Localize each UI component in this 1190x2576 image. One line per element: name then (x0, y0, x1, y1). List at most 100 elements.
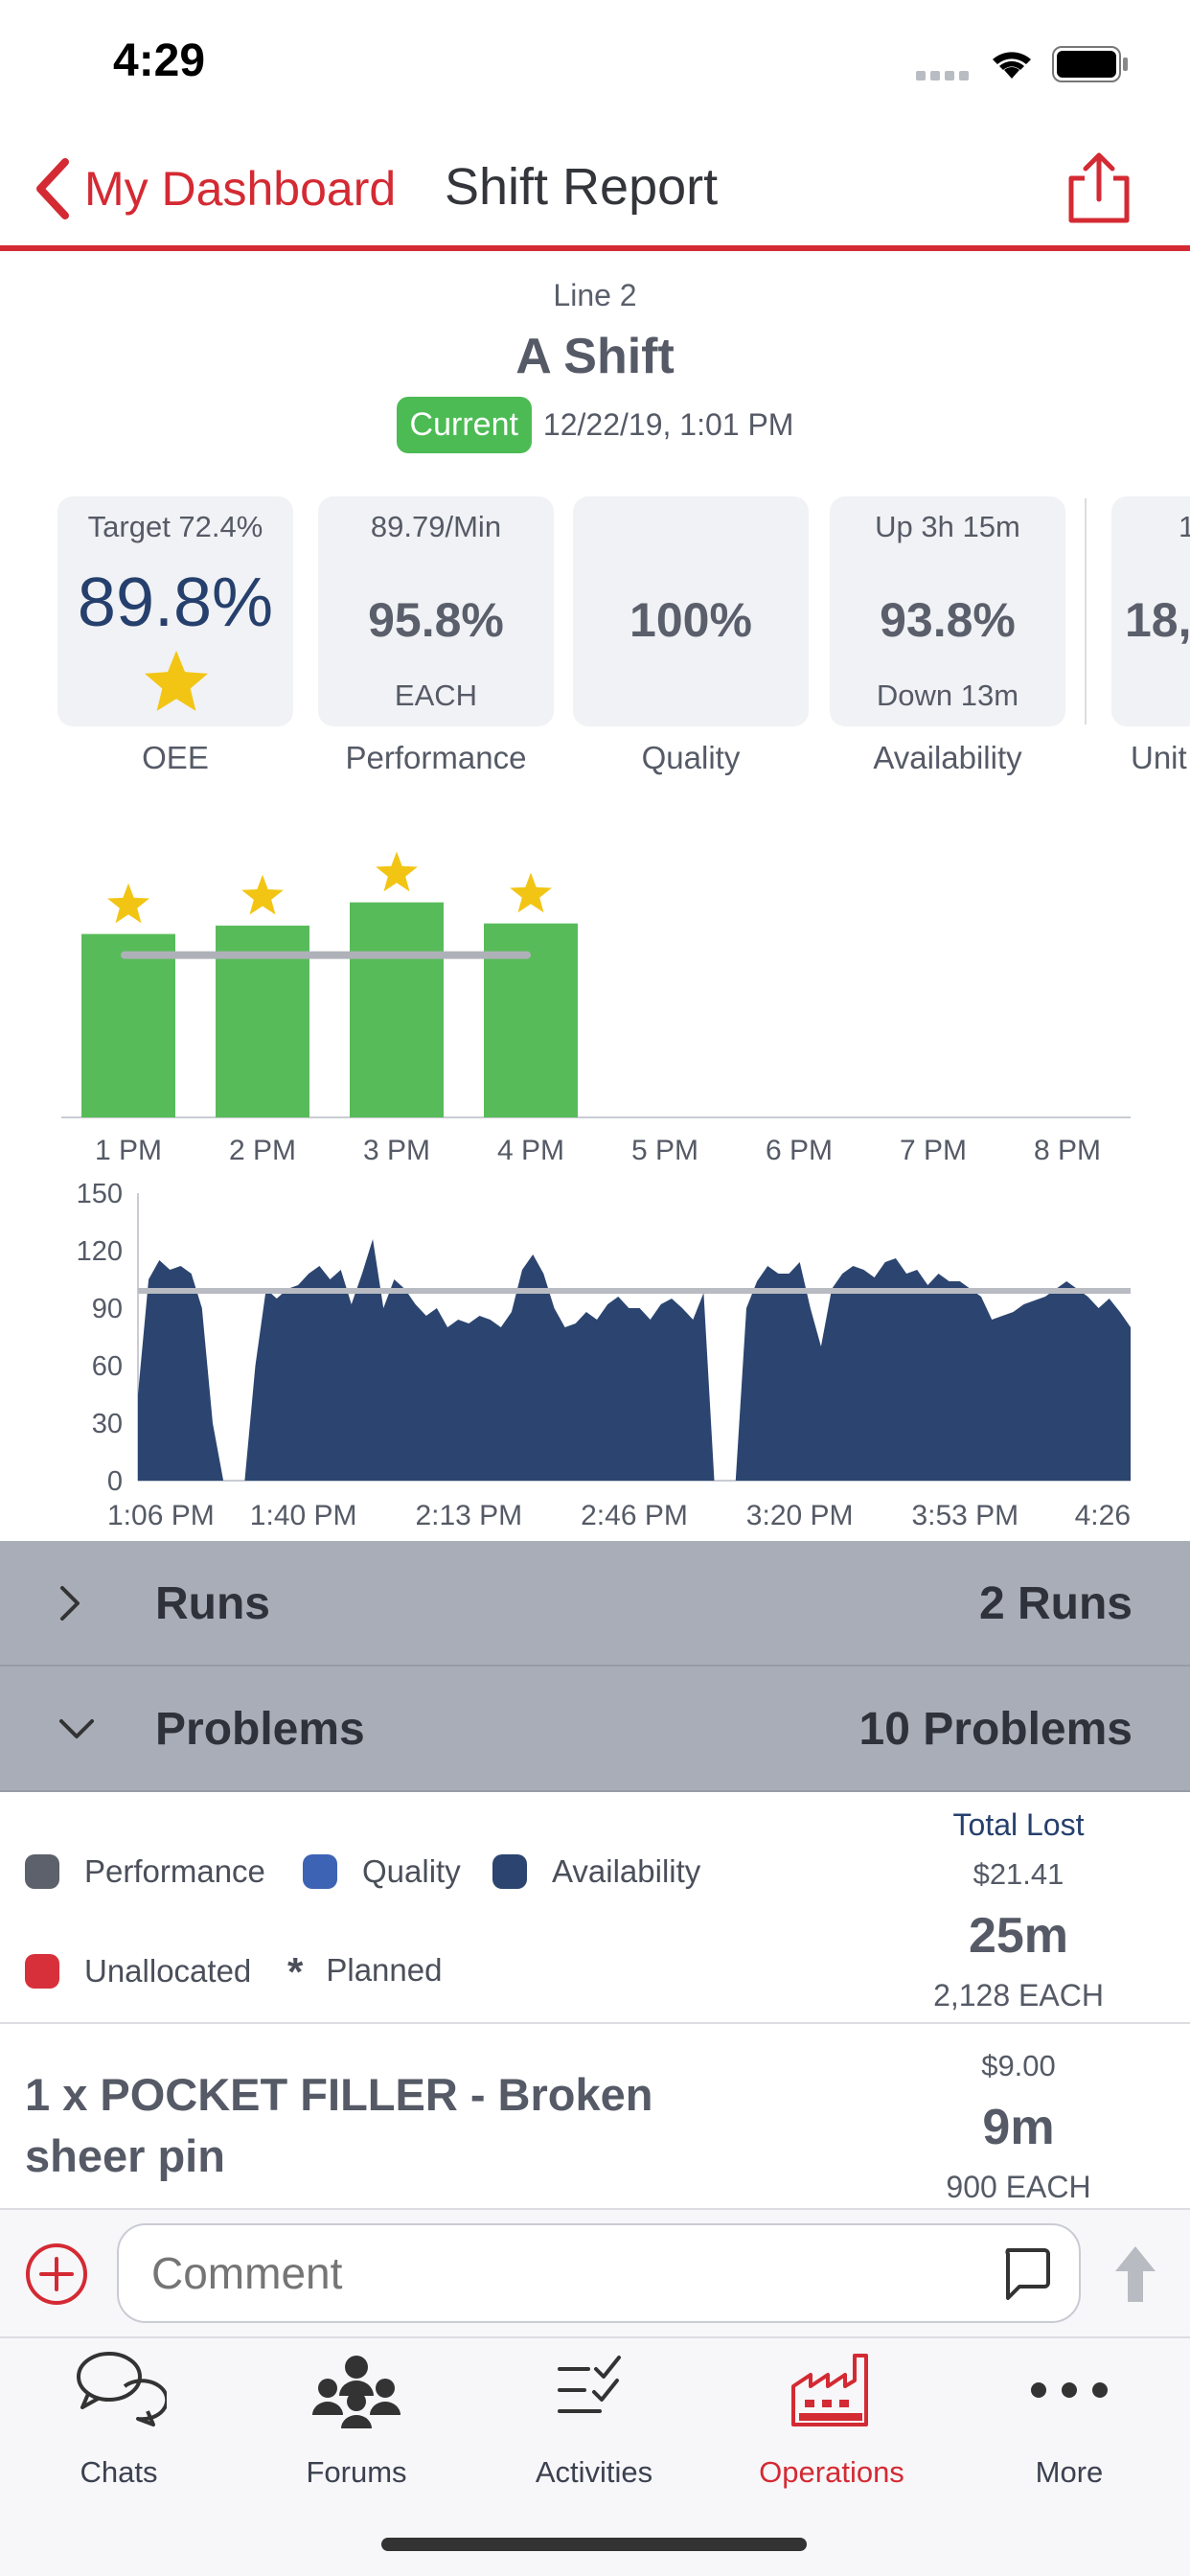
tab-activities[interactable]: Activities (475, 2338, 713, 2489)
problem-money: $9.00 (981, 2049, 1056, 2082)
legend-label: Availability (552, 1853, 701, 1889)
x-tick-label: 3:53 PM (911, 1500, 1018, 1531)
x-tick-label: 3 PM (363, 1135, 430, 1166)
problem-time: 9m (982, 2100, 1055, 2155)
y-tick-label: 120 (77, 1236, 123, 1267)
share-button[interactable] (1064, 150, 1134, 231)
ellipsis-icon (1031, 2382, 1108, 2398)
y-tick-label: 150 (77, 1179, 123, 1209)
shift-date: 12/22/19, 1:01 PM (542, 407, 794, 442)
kpi-card-units[interactable]: 1 18, (1111, 496, 1190, 726)
back-button[interactable]: My Dashboard (33, 155, 396, 222)
factory-icon (791, 2354, 868, 2426)
cellular-icon (916, 69, 972, 87)
tab-more[interactable]: More (950, 2338, 1188, 2489)
kpi-top: 1 (1179, 510, 1190, 543)
hourly-oee-bar-chart: 1 PM 2 PM 3 PM 4 PM 5 PM 6 PM 7 PM 8 PM (61, 851, 1131, 1166)
tab-label: More (1035, 2455, 1104, 2489)
kpi-label-performance: Performance (345, 740, 527, 775)
shift-status-row: Current 12/22/19, 1:01 PM (0, 397, 1190, 453)
problem-title: 1 x POCKET FILLER - Broken sheer pin (25, 2069, 653, 2181)
legend-swatch-performance (25, 1854, 59, 1889)
legend-unallocated: Unallocated (25, 1953, 251, 1990)
kpi-value: 95.8% (368, 593, 504, 647)
share-icon (1068, 152, 1130, 223)
legend-planned: * Planned (287, 1945, 442, 1995)
legend-quality: Quality (303, 1853, 461, 1890)
legend-swatch-unallocated (25, 1954, 59, 1989)
kpi-label-availability: Availability (873, 740, 1022, 775)
x-tick-label: 4 PM (497, 1135, 564, 1166)
row-divider (0, 2022, 1190, 2024)
tab-forums[interactable]: Forums (238, 2338, 475, 2489)
wifi-icon (987, 44, 1037, 87)
kpi-card-quality[interactable]: 100% (573, 496, 809, 726)
status-time: 4:29 (113, 35, 206, 86)
total-lost-time: 25m (968, 1908, 1069, 1964)
y-tick-label: 30 (92, 1409, 123, 1439)
kpi-card-oee[interactable]: Target 72.4% 89.8% (57, 496, 293, 726)
kpi-top: 89.79/Min (370, 510, 502, 543)
section-divider (0, 1665, 1190, 1667)
star-marker (241, 874, 284, 915)
legend-swatch-availability (492, 1854, 527, 1889)
kpi-card-availability[interactable]: Up 3h 15m 93.8% Down 13m (830, 496, 1065, 726)
y-tick-label: 60 (92, 1351, 123, 1382)
runs-section-header[interactable]: Runs 2 Runs (0, 1541, 1190, 1666)
kpi-value: 18, (1125, 593, 1190, 647)
line-name: Line 2 (553, 278, 637, 312)
x-tick-label: 3:20 PM (746, 1500, 854, 1531)
bar (81, 933, 175, 1117)
kpi-top: Up 3h 15m (875, 510, 1020, 543)
runs-count: 2 Runs (978, 1577, 1133, 1629)
tab-label: Operations (759, 2455, 904, 2489)
tab-label: Activities (535, 2455, 653, 2489)
x-tick-label: 4:26 (1075, 1500, 1131, 1531)
kpi-bottom: EACH (394, 678, 478, 712)
kpi-value: 100% (629, 593, 752, 647)
total-lost-units: 2,128 EACH (933, 1978, 1104, 2012)
battery-icon (1052, 46, 1129, 87)
problem-row[interactable]: 1 x POCKET FILLER - Broken sheer pin $9.… (0, 2024, 1190, 2206)
tab-operations[interactable]: Operations (713, 2338, 950, 2489)
legend-availability: Availability (492, 1853, 700, 1890)
x-tick-label: 7 PM (900, 1135, 967, 1166)
kpi-card-performance[interactable]: 89.79/Min 95.8% EACH (318, 496, 554, 726)
nav-divider (0, 245, 1190, 251)
star-marker (510, 872, 552, 913)
kpi-label-quality: Quality (641, 740, 741, 775)
shift-name: A Shift (515, 329, 675, 384)
checklist-icon (558, 2356, 621, 2413)
legend-label: Unallocated (84, 1953, 252, 1989)
rate-area-chart: 0 30 60 90 120 150 1:06 PM 1:40 PM 2:13 PM 2:46 P… (77, 1179, 1131, 1531)
y-tick-label: 90 (92, 1294, 123, 1324)
runs-title: Runs (155, 1577, 270, 1629)
section-divider (0, 1790, 1190, 1792)
problems-count: 10 Problems (858, 1703, 1133, 1755)
send-button[interactable] (1111, 2242, 1159, 2311)
total-lost-label: Total Lost (952, 1807, 1085, 1842)
x-tick-label: 1 PM (95, 1135, 162, 1166)
chat-bubbles-icon (77, 2352, 167, 2426)
comment-field[interactable] (117, 2223, 1081, 2323)
kpi-bottom: Down 13m (876, 678, 1019, 712)
legend-label: Planned (326, 1952, 443, 1988)
x-tick-label: 2:46 PM (581, 1500, 688, 1531)
home-indicator (381, 2538, 807, 2551)
legend-label: Performance (84, 1853, 265, 1889)
problems-section-header[interactable]: Problems 10 Problems (0, 1667, 1190, 1791)
x-tick-label: 2:13 PM (415, 1500, 522, 1531)
kpi-label-units: Unit (1131, 740, 1187, 775)
speech-bubble-icon[interactable] (1000, 2246, 1052, 2304)
problems-title: Problems (155, 1703, 365, 1755)
tab-label: Chats (80, 2455, 158, 2489)
x-tick-label: 8 PM (1034, 1135, 1101, 1166)
add-attachment-button[interactable] (25, 2242, 88, 2311)
star-marker (376, 851, 418, 892)
tab-bar (0, 2336, 1190, 2576)
tab-chats[interactable]: Chats (0, 2338, 238, 2489)
x-tick-label: 2 PM (229, 1135, 296, 1166)
back-label: My Dashboard (84, 162, 397, 216)
comment-input[interactable] (151, 2242, 975, 2304)
legend-performance: Performance (25, 1853, 265, 1890)
